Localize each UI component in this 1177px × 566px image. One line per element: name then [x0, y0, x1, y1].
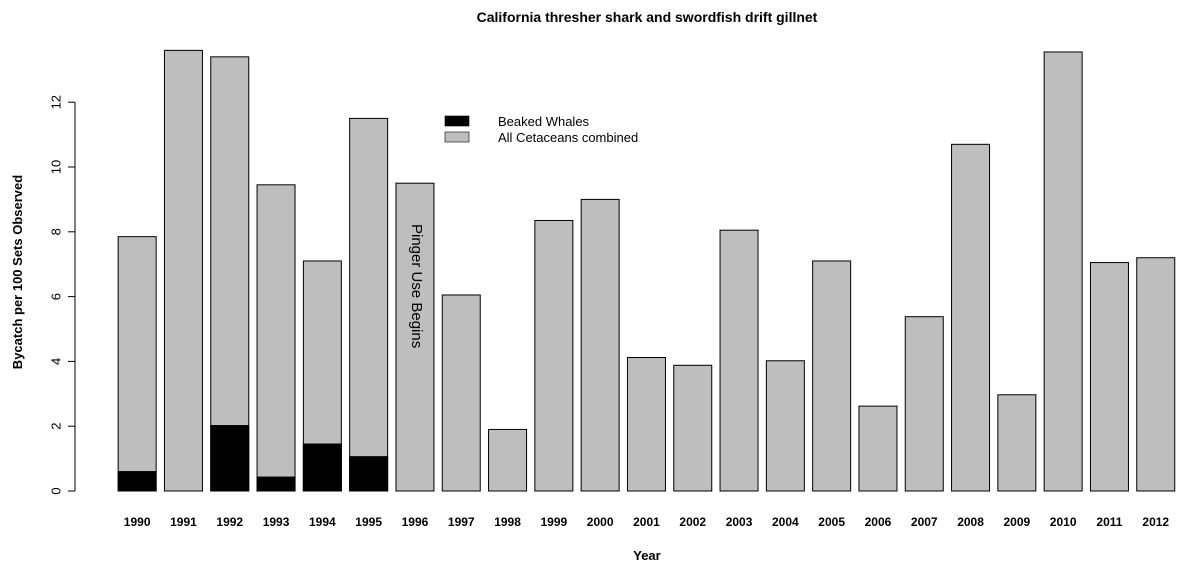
bar-all-cetaceans [488, 428, 528, 492]
bar-all-cetaceans [1136, 257, 1176, 492]
bar-all-cetaceans [349, 117, 389, 492]
bars-group [117, 49, 1176, 492]
x-tick-label: 2003 [726, 515, 753, 529]
y-tick-label: 6 [49, 293, 64, 300]
bar-beaked-whales [256, 476, 296, 492]
x-tick-label: 2005 [818, 515, 845, 529]
bar-all-cetaceans [210, 56, 250, 492]
y-tick-label: 10 [49, 160, 64, 174]
legend-label: All Cetaceans combined [498, 130, 638, 145]
bar-all-cetaceans [626, 357, 666, 492]
y-tick-label: 0 [49, 487, 64, 494]
x-tick-label: 2011 [1096, 515, 1122, 529]
bar-beaked-whales [302, 443, 342, 492]
x-tick-label: 1991 [170, 515, 197, 529]
legend-swatch [444, 115, 470, 127]
x-tick-labels: 1990 1991 1992 1993 1994 1995 1996 1997 1998 1999… [124, 515, 1170, 529]
x-axis-label: Year [633, 548, 660, 563]
x-tick-label: 2002 [679, 515, 706, 529]
bar-all-cetaceans [580, 198, 620, 492]
x-tick-label: 1994 [309, 515, 336, 529]
x-tick-label: 1995 [355, 515, 382, 529]
x-tick-label: 2006 [865, 515, 892, 529]
legend-swatch [444, 131, 470, 143]
bar-all-cetaceans [395, 182, 435, 492]
bar-all-cetaceans [765, 360, 805, 492]
bar-all-cetaceans [256, 184, 296, 492]
pinger-annotation: Pinger Use Begins [408, 224, 425, 348]
x-tick-label: 2007 [911, 515, 938, 529]
y-axis: 0 2 4 6 8 10 12 [49, 95, 76, 495]
x-tick-label: 1992 [216, 515, 243, 529]
legend-label: Beaked Whales [498, 114, 590, 129]
x-tick-label: 1998 [494, 515, 521, 529]
x-tick-label: 1997 [448, 515, 475, 529]
bar-all-cetaceans [163, 49, 203, 492]
bar-all-cetaceans [673, 364, 713, 492]
y-tick-label: 12 [49, 95, 64, 109]
bar-all-cetaceans [534, 219, 574, 492]
y-axis-label: Bycatch per 100 Sets Observed [10, 175, 25, 369]
x-tick-label: 2010 [1050, 515, 1077, 529]
bar-all-cetaceans [117, 236, 157, 492]
y-tick-label: 2 [49, 423, 64, 430]
bar-beaked-whales [349, 456, 389, 492]
bar-all-cetaceans [441, 294, 481, 492]
x-tick-label: 2004 [772, 515, 799, 529]
bar-all-cetaceans [812, 260, 852, 492]
bar-all-cetaceans [1089, 262, 1129, 492]
x-tick-label: 1993 [263, 515, 290, 529]
y-tick-label: 8 [49, 228, 64, 235]
bar-all-cetaceans [1043, 51, 1083, 492]
x-tick-label: 2000 [587, 515, 614, 529]
bar-all-cetaceans [719, 229, 759, 492]
chart-title: California thresher shark and swordfish … [477, 9, 818, 25]
bar-all-cetaceans [997, 394, 1037, 492]
y-tick-label: 4 [49, 358, 64, 365]
x-tick-label: 1999 [540, 515, 567, 529]
bar-all-cetaceans [904, 316, 944, 492]
x-tick-label: 1990 [124, 515, 151, 529]
x-tick-label: 1996 [402, 515, 429, 529]
bar-all-cetaceans [951, 143, 991, 492]
x-tick-label: 2001 [633, 515, 660, 529]
bar-beaked-whales [210, 425, 250, 492]
x-tick-label: 2009 [1003, 515, 1030, 529]
x-tick-label: 2012 [1142, 515, 1169, 529]
bar-all-cetaceans [858, 405, 898, 492]
bar-beaked-whales [117, 471, 157, 492]
x-tick-label: 2008 [957, 515, 984, 529]
